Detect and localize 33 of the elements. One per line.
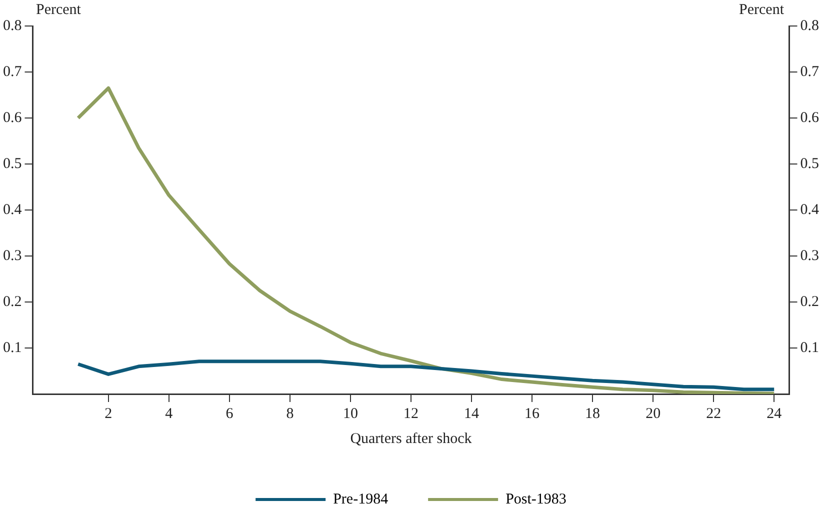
x-tick-label: 4	[165, 406, 174, 422]
x-tick-label: 14	[464, 406, 480, 422]
legend-label: Post-1983	[506, 491, 566, 508]
x-tick-label: 18	[585, 406, 600, 422]
y-tick-label: 0.8	[3, 18, 22, 34]
y-tick-label: 0.2	[3, 294, 22, 310]
x-tick-label: 6	[226, 406, 234, 422]
y-axis-title: Percent	[36, 2, 81, 19]
x-tick-label: 2	[104, 406, 112, 422]
x-tick-label: 24	[766, 406, 782, 422]
y-tick-label: 0.5	[3, 156, 22, 172]
y-tick-label: 0.6	[3, 110, 22, 126]
y2-tick-label: 0.7	[800, 64, 820, 80]
legend-label: Pre-1984	[333, 491, 389, 508]
y-tick-label: 0.4	[3, 202, 22, 218]
y2-tick-label: 0.5	[800, 156, 819, 172]
x-tick-label: 8	[286, 406, 294, 422]
y2-axis-title: Percent	[739, 2, 784, 19]
y-tick-label: 0.7	[3, 64, 22, 80]
y2-tick-label: 0.8	[800, 18, 819, 34]
y-tick-label: 0.3	[3, 248, 22, 264]
y2-tick-label: 0.2	[800, 294, 819, 310]
x-tick-label: 16	[524, 406, 540, 422]
y2-tick-label: 0.1	[800, 340, 819, 356]
x-tick-label: 22	[706, 406, 722, 422]
y2-tick-label: 0.3	[800, 248, 819, 264]
x-axis-title: Quarters after shock	[350, 430, 472, 447]
y2-tick-label: 0.6	[800, 110, 820, 126]
x-tick-label: 12	[404, 406, 418, 422]
y-tick-label: 0.1	[3, 340, 22, 356]
x-tick-label: 10	[342, 406, 358, 422]
x-tick-label: 20	[646, 406, 661, 422]
y2-tick-label: 0.4	[800, 202, 820, 218]
